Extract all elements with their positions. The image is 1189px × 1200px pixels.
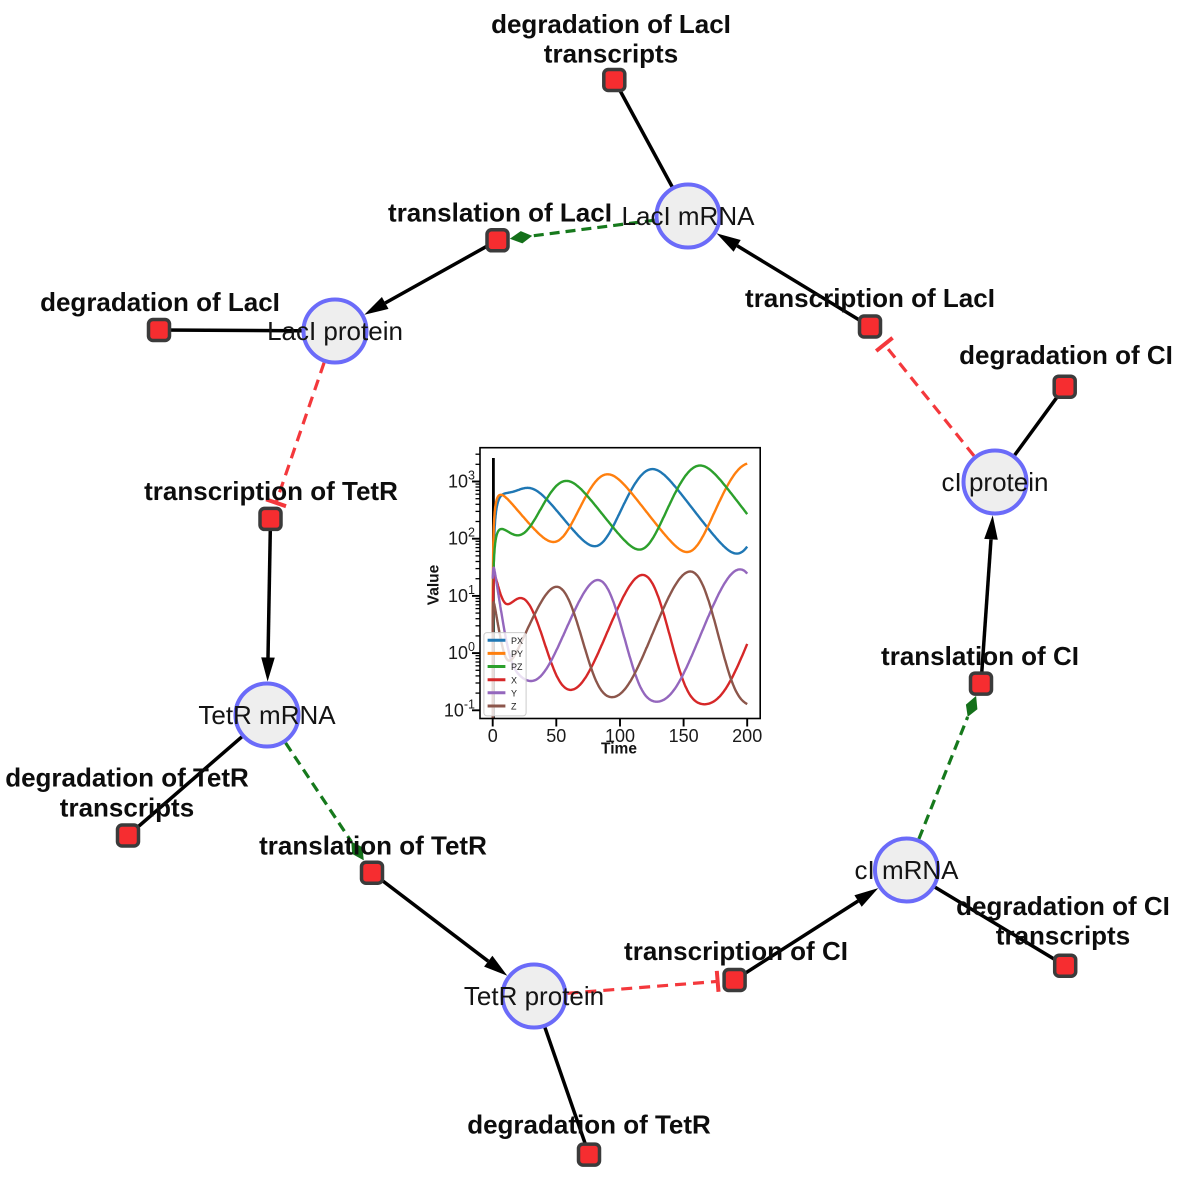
svg-text:transcripts: transcripts [60, 793, 194, 823]
svg-text:X: X [511, 675, 517, 685]
svg-text:translation of LacI: translation of LacI [388, 198, 612, 228]
svg-text:50: 50 [546, 726, 566, 746]
svg-text:Y: Y [511, 688, 517, 698]
svg-text:transcripts: transcripts [544, 39, 678, 69]
svg-text:degradation of TetR: degradation of TetR [5, 763, 249, 793]
svg-text:TetR protein: TetR protein [464, 981, 604, 1011]
svg-text:150: 150 [669, 726, 699, 746]
svg-text:PY: PY [511, 649, 523, 659]
svg-text:cI protein: cI protein [942, 467, 1049, 497]
svg-text:PX: PX [511, 636, 523, 646]
svg-text:Time: Time [601, 741, 637, 758]
svg-text:degradation of LacI: degradation of LacI [491, 9, 731, 39]
svg-text:degradation of CI: degradation of CI [959, 340, 1173, 370]
svg-text:PZ: PZ [511, 662, 523, 672]
svg-text:Value: Value [426, 564, 443, 605]
svg-text:transcription of TetR: transcription of TetR [144, 476, 398, 506]
svg-text:cI mRNA: cI mRNA [855, 855, 960, 885]
svg-text:LacI mRNA: LacI mRNA [622, 201, 756, 231]
svg-text:transcripts: transcripts [996, 921, 1130, 951]
svg-text:transcription of LacI: transcription of LacI [745, 283, 995, 313]
svg-text:100: 100 [605, 726, 635, 746]
svg-text:transcription of CI: transcription of CI [624, 936, 848, 966]
svg-text:translation of TetR: translation of TetR [259, 831, 487, 861]
svg-text:0: 0 [488, 726, 498, 746]
svg-text:degradation of CI: degradation of CI [956, 891, 1170, 921]
svg-text:TetR mRNA: TetR mRNA [198, 700, 336, 730]
svg-text:Z: Z [511, 702, 517, 712]
svg-text:translation of CI: translation of CI [881, 641, 1079, 671]
svg-text:200: 200 [732, 726, 762, 746]
svg-text:LacI protein: LacI protein [267, 316, 403, 346]
svg-text:degradation of TetR: degradation of TetR [467, 1110, 711, 1140]
svg-text:degradation of LacI: degradation of LacI [40, 287, 280, 317]
